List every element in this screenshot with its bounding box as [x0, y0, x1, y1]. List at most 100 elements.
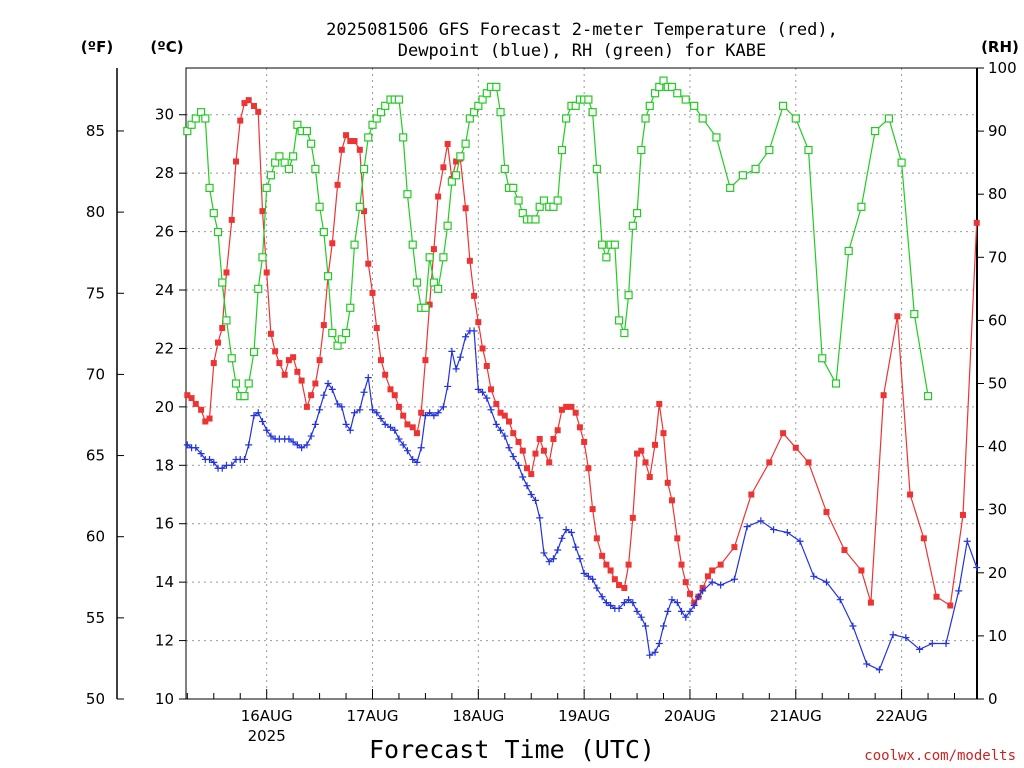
rh-point — [518, 209, 527, 218]
temperature-point — [272, 348, 279, 355]
rh-point — [804, 145, 813, 155]
temperature-point — [532, 450, 539, 457]
temperature-point — [426, 301, 433, 308]
temperature-point — [678, 561, 685, 568]
rh-point — [549, 202, 558, 211]
dewpoint-point — [403, 447, 411, 455]
dewpoint-point — [391, 426, 399, 434]
celsius-tick-label: 20 — [155, 398, 174, 416]
temperature-point — [343, 132, 350, 139]
rh-tick-label: 50 — [988, 375, 1007, 393]
dewpoint-point — [324, 380, 332, 387]
rh-point — [482, 89, 491, 98]
rh-point — [218, 278, 227, 287]
dewpoint-point — [346, 426, 354, 434]
temperature-point — [356, 146, 363, 153]
dewpoint-point — [501, 432, 509, 440]
rh-point — [399, 133, 408, 142]
dewpoint-point — [942, 639, 950, 647]
axes — [116, 67, 984, 700]
rh-point — [266, 171, 276, 180]
temperature-point — [241, 100, 248, 107]
rh-point — [592, 164, 601, 174]
temperature-point — [907, 491, 914, 498]
dewpoint-point — [430, 412, 438, 420]
temperature-point — [422, 357, 429, 364]
dewpoint-point — [245, 441, 253, 449]
dewpoint-point — [462, 333, 470, 341]
temperature-point — [621, 584, 628, 591]
rh-point — [655, 82, 664, 92]
dewpoint-point — [902, 634, 910, 642]
dewpoint-point — [197, 450, 205, 458]
rh-point — [328, 328, 337, 338]
dewpoint-point — [540, 549, 548, 557]
temperature-point — [281, 371, 288, 378]
celsius-unit-label: (ºC) — [150, 38, 183, 56]
dewpoint-point — [448, 347, 456, 355]
dewpoint-point — [633, 607, 641, 615]
celsius-tick-label: 30 — [155, 106, 174, 124]
temperature-point — [792, 444, 799, 451]
dewpoint-point — [183, 441, 191, 449]
dewpoint-point — [642, 622, 650, 630]
dewpoint-point — [682, 613, 690, 621]
data-series — [183, 76, 981, 674]
temperature-line — [186, 99, 978, 607]
rh-point — [191, 114, 200, 123]
rh-point — [355, 202, 364, 211]
dewpoint-point — [293, 441, 301, 449]
rh-tick-label: 0 — [988, 690, 998, 708]
temperature-point — [524, 465, 531, 472]
temperature-point — [497, 409, 504, 416]
dewpoint-point — [607, 602, 615, 610]
temperature-point — [656, 400, 663, 407]
rh-point — [311, 164, 320, 174]
temperature-point — [210, 360, 217, 367]
dewpoint-point — [660, 622, 668, 630]
dewpoint-point — [487, 406, 495, 414]
celsius-tick-label: 18 — [155, 456, 174, 474]
temperature-point — [515, 438, 522, 445]
dewpoint-point — [849, 622, 857, 630]
rh-point — [284, 164, 294, 174]
dewpoint-point — [562, 526, 570, 534]
rh-point — [359, 164, 369, 174]
dewpoint-point — [730, 575, 738, 583]
dewpoint-point — [298, 444, 306, 452]
temperature-point — [377, 357, 384, 364]
temperature-point — [780, 430, 787, 437]
dewpoint-point — [822, 578, 830, 586]
temperature-point — [369, 289, 376, 296]
temperature-point — [933, 593, 940, 600]
rh-point — [346, 303, 355, 312]
dewpoint-point — [580, 569, 588, 577]
rh-point — [341, 328, 351, 338]
temperature-point — [867, 599, 874, 606]
rh-point — [531, 215, 540, 224]
dewpoint-point — [210, 458, 218, 466]
dewpoint-point — [285, 435, 293, 443]
rh-point — [222, 316, 231, 325]
dewpoint-point — [360, 388, 368, 396]
dewpoint-point — [240, 455, 248, 463]
temperature-point — [347, 138, 354, 145]
rh-point — [323, 272, 333, 281]
rh-point — [673, 89, 682, 98]
temperature-point — [202, 418, 209, 425]
temperature-point — [188, 395, 195, 402]
chart-title-line1: 2025081506 GFS Forecast 2-meter Temperat… — [326, 20, 838, 40]
rh-point — [469, 108, 479, 117]
rh-unit-label: (RH) — [981, 38, 1019, 56]
rh-point — [614, 316, 624, 325]
credit-link[interactable]: coolwx.com/modelts — [864, 748, 1016, 764]
temperature-point — [250, 102, 257, 109]
rh-point — [681, 95, 690, 104]
dewpoint-point — [369, 406, 377, 414]
temperature-point — [625, 561, 632, 568]
temperature-point — [391, 392, 398, 399]
temperature-point — [373, 324, 380, 331]
rh-point — [231, 379, 241, 388]
celsius-tick-label: 16 — [155, 515, 174, 533]
dewpoint-point — [334, 400, 342, 408]
